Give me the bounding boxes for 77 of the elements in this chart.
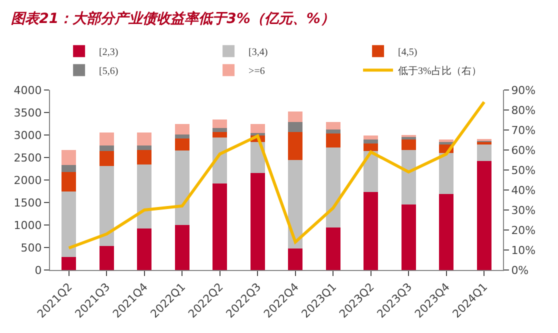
y-tick-label: 0 <box>34 264 42 277</box>
bar <box>212 120 228 128</box>
bar <box>99 166 114 246</box>
bar <box>364 144 378 151</box>
bar <box>212 132 228 138</box>
bar <box>439 140 454 142</box>
bar <box>364 192 378 270</box>
y-tick-label: 3000 <box>14 128 42 142</box>
bar <box>326 134 340 148</box>
bar <box>288 132 303 160</box>
bar <box>439 194 454 270</box>
y-tick-label: 1500 <box>14 196 42 210</box>
bar <box>99 151 114 166</box>
y2-tick-label: 60% <box>511 144 536 157</box>
y2-tick-label: 0% <box>511 264 529 277</box>
y-tick-label: 500 <box>20 241 42 254</box>
y2-tick-label: 30% <box>511 204 536 217</box>
bar <box>250 172 265 270</box>
y2-tick-label: 20% <box>511 224 536 237</box>
bar <box>364 140 378 144</box>
bar <box>174 134 190 139</box>
y-tick-label: 2500 <box>14 151 42 164</box>
bar <box>62 165 76 172</box>
y2-tick-label: 40% <box>511 184 536 197</box>
bar <box>401 150 416 204</box>
y2-tick-label: 80% <box>511 104 536 117</box>
legend-label: [3,4) <box>248 47 268 58</box>
bar <box>476 144 492 162</box>
bar <box>137 228 152 270</box>
bar <box>137 164 152 229</box>
chart-title: 图表21：大部分产业债收益率低于3%（亿元、%） <box>11 10 334 28</box>
bar <box>288 248 303 270</box>
y-tick-label: 1000 <box>14 218 42 232</box>
legend-label: [2,3) <box>99 47 118 58</box>
bar <box>174 225 190 270</box>
y2-tick-label: 10% <box>511 244 536 257</box>
bar <box>137 150 152 164</box>
bar <box>137 145 152 150</box>
y2-tick-label: 90% <box>511 84 536 97</box>
y-tick-label: 2000 <box>14 174 42 187</box>
bar <box>326 227 340 270</box>
bar <box>326 122 340 130</box>
bar <box>99 246 114 270</box>
bar <box>326 148 340 228</box>
bar <box>137 132 152 146</box>
bar <box>250 124 265 134</box>
bar <box>62 256 76 270</box>
y2-tick-label: 70% <box>511 124 536 137</box>
bar <box>174 150 190 225</box>
bar <box>62 191 76 257</box>
bar <box>212 184 228 270</box>
bar <box>62 172 76 192</box>
bar <box>288 160 303 248</box>
bar <box>288 122 303 132</box>
bar <box>401 140 416 150</box>
legend-label: [4,5) <box>398 47 418 58</box>
bar <box>99 145 114 152</box>
legend-label: >=6 <box>248 66 265 77</box>
bar <box>174 138 190 150</box>
bar <box>326 130 340 134</box>
bar <box>99 132 114 146</box>
y2-tick-label: 50% <box>511 164 536 177</box>
line-series <box>67 100 486 250</box>
bar <box>174 124 190 135</box>
bar <box>401 204 416 270</box>
bar <box>212 138 228 184</box>
bar <box>476 161 492 270</box>
bar <box>476 142 492 144</box>
bar <box>439 153 454 194</box>
y-tick-label: 4000 <box>14 84 42 97</box>
bar <box>212 128 228 132</box>
y-tick-label: 3500 <box>14 106 42 120</box>
legend-label: [5,6) <box>99 66 118 77</box>
bar <box>288 112 303 122</box>
bar <box>62 150 76 166</box>
legend-label: 低于3%占比（右） <box>398 65 482 77</box>
bar <box>364 135 378 140</box>
